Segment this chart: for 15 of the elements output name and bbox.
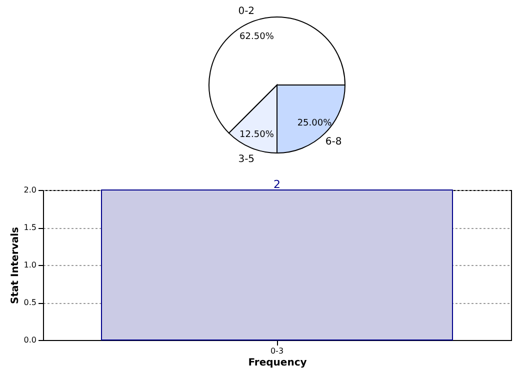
slice-label: 0-2	[238, 6, 255, 18]
data-label: 2	[274, 178, 280, 191]
data-label: 12.50%	[240, 130, 274, 140]
y-tick-label: 1.5	[24, 223, 36, 232]
y-tick-label: 0.0	[24, 336, 36, 344]
data-label: 25.00%	[297, 118, 332, 128]
slice-label: 3-5	[238, 154, 255, 165]
data-label: 62.50%	[240, 32, 274, 42]
slice-label: 6-8	[325, 136, 342, 148]
x-axis-title: Frequency	[248, 358, 308, 368]
x-tick-label: 0-3	[270, 346, 284, 356]
y-tick-label: 1.0	[24, 260, 36, 270]
y-tick-label: 2.0	[24, 186, 36, 194]
y-axis-title: Stat Intervals	[10, 226, 21, 304]
y-tick-label: 0.5	[24, 298, 36, 307]
